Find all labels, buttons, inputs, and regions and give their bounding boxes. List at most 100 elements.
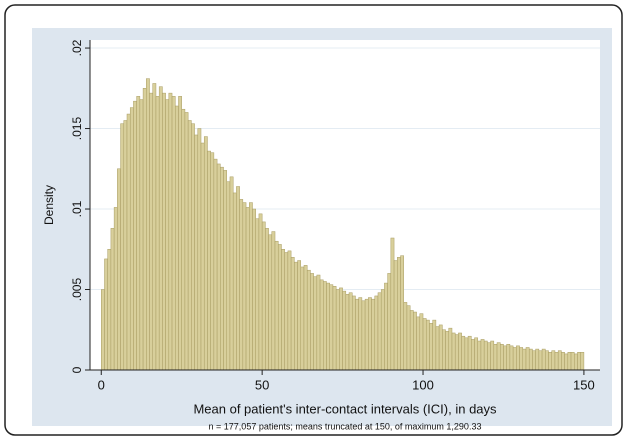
bar <box>490 340 495 371</box>
bar <box>142 88 147 371</box>
bar <box>503 345 507 371</box>
bar <box>329 284 334 371</box>
bar <box>416 316 421 371</box>
bar <box>242 202 247 371</box>
bar <box>422 318 427 371</box>
bar <box>355 298 359 371</box>
bar <box>403 302 408 371</box>
bar <box>297 260 302 371</box>
bar <box>123 120 128 371</box>
bar <box>223 170 228 371</box>
bar <box>220 166 224 371</box>
bar <box>136 96 141 371</box>
bar <box>236 186 240 371</box>
bar <box>548 352 552 371</box>
bar <box>252 208 256 371</box>
bar <box>265 228 269 371</box>
bar <box>567 352 572 371</box>
bar <box>345 294 350 371</box>
bar <box>310 273 314 371</box>
bar <box>348 292 353 371</box>
bar <box>249 202 253 371</box>
bar <box>104 258 108 371</box>
bar <box>277 244 282 371</box>
bar <box>146 78 150 371</box>
bar <box>358 297 363 371</box>
bar <box>419 313 424 371</box>
bar <box>557 350 562 371</box>
bar <box>129 107 134 371</box>
bar <box>113 207 118 371</box>
bar <box>287 250 292 371</box>
bar <box>326 282 330 371</box>
bar <box>448 327 453 371</box>
bar <box>191 123 195 371</box>
bar <box>458 332 462 371</box>
bar <box>133 100 137 371</box>
bar <box>226 181 231 371</box>
bar <box>397 257 401 371</box>
bar <box>303 265 308 371</box>
bar <box>258 213 263 371</box>
bar <box>493 343 498 371</box>
bar <box>323 281 327 371</box>
bar <box>438 324 443 371</box>
bar <box>512 347 517 371</box>
bar <box>168 92 173 371</box>
bar <box>268 234 273 371</box>
bar <box>577 352 581 371</box>
bar <box>487 342 491 371</box>
bar <box>570 352 575 371</box>
y-tick-label: .015 <box>70 117 84 141</box>
bar <box>525 347 530 371</box>
bar <box>564 353 569 371</box>
bar <box>474 337 478 371</box>
bar <box>480 339 485 371</box>
bar <box>339 287 343 371</box>
bar <box>207 150 211 371</box>
bar <box>126 113 131 371</box>
bar <box>429 323 433 371</box>
bar <box>483 340 488 371</box>
bar <box>162 92 166 371</box>
bar <box>342 290 347 371</box>
bar <box>390 237 395 371</box>
bar <box>545 350 549 371</box>
x-tick-label: 0 <box>98 377 105 392</box>
bar <box>538 350 543 371</box>
bar <box>332 286 337 371</box>
bar <box>467 335 472 371</box>
x-tick-label: 150 <box>573 377 595 392</box>
bar <box>580 352 585 371</box>
bar <box>271 231 276 371</box>
bar <box>451 332 456 371</box>
bar <box>351 295 356 371</box>
bar <box>509 345 514 371</box>
bar <box>454 334 459 371</box>
bar <box>107 249 112 371</box>
bar <box>516 345 520 371</box>
bar <box>120 123 125 371</box>
bar <box>319 279 324 371</box>
bar <box>519 347 524 371</box>
y-tick-label: .005 <box>70 278 84 302</box>
bar <box>409 310 414 371</box>
bar <box>290 257 295 371</box>
bar <box>522 348 527 371</box>
bar <box>551 350 556 371</box>
bar <box>477 340 482 371</box>
bar <box>316 274 321 371</box>
note: n = 177,057 patients; means truncated at… <box>209 421 482 431</box>
bar <box>245 207 250 371</box>
bar <box>387 273 392 371</box>
bar <box>101 289 105 371</box>
bar <box>541 348 546 371</box>
bar <box>380 289 385 371</box>
x-axis-label: Mean of patient's inter-contact interval… <box>193 401 497 416</box>
bar <box>406 305 411 371</box>
bar <box>461 335 466 371</box>
bar <box>435 326 440 371</box>
bar <box>393 260 398 371</box>
bar <box>178 96 182 371</box>
bar <box>554 352 559 371</box>
